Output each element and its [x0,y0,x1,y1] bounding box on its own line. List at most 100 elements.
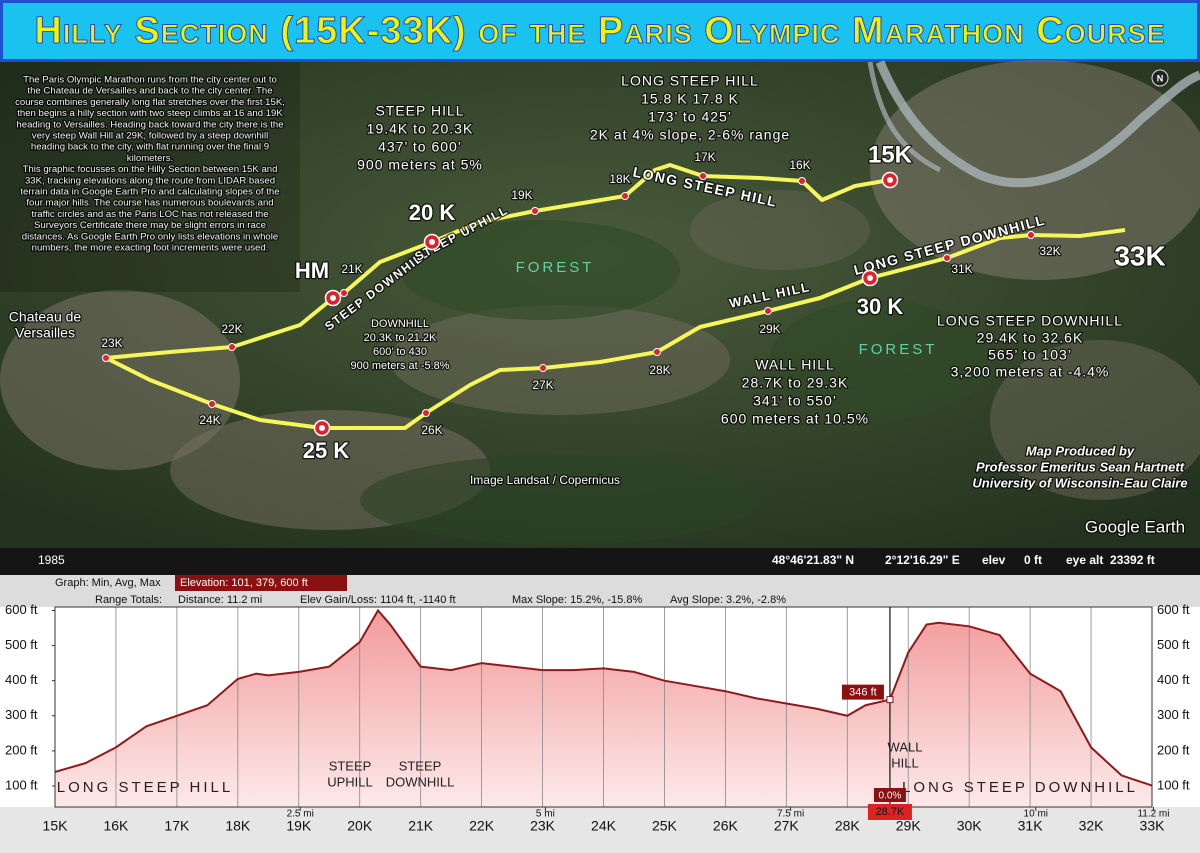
callout-text: STEEP HILL [375,103,464,119]
axis-band [0,807,1200,853]
elevation-chart: Graph: Min, Avg, Max Elevation: 101, 379,… [5,577,1190,834]
description-line: the Chateau de Versailles and back to th… [27,86,272,97]
y-tick-label-right: 300 ft [1157,707,1190,722]
chart-annotation: STEEP [399,758,442,773]
status-text: 48°46'21.83" N [772,553,854,567]
y-tick-label: 300 ft [5,707,38,722]
status-text: 2°12'16.29" E [885,553,960,567]
callout-text: 3,200 meters at -4.4% [951,364,1110,380]
river [875,60,1200,188]
description-line: traffic circles and as the Paris LOC has… [31,209,268,220]
forest-area [360,455,760,545]
y-tick-label-right: 600 ft [1157,602,1190,617]
callout-text: DOWNHILL [371,318,429,330]
y-tick-label: 500 ft [5,637,38,652]
km-dot [699,172,707,180]
place-label: Chateau de [9,309,82,325]
mi-tick-label: 5 mi [536,809,555,820]
header-text: Distance: 11.2 mi [178,594,262,606]
km-label: 31K [951,262,972,276]
chart-annotation: LONG STEEP HILL [57,779,233,796]
km-label: 17K [694,150,715,164]
header-elevation: Elevation: 101, 379, 600 ft [180,577,308,589]
major-label: HM [295,258,329,283]
imagery-credit: Image Landsat / Copernicus [470,473,620,487]
chart-annotation: HILL [891,755,918,770]
forest-label: FOREST [859,341,938,358]
callout-text: 900 meters at -5.8% [350,360,449,372]
urban-area [690,190,870,270]
callout-text: 29.4K to 32.6K [977,330,1084,346]
y-tick-label: 600 ft [5,602,38,617]
urban-area [870,60,1200,280]
x-tick-label: 24K [591,818,617,834]
description-line: heading back to the city, with flat runn… [31,142,269,153]
km-label: 27K [532,378,553,392]
y-tick-label-right: 400 ft [1157,672,1190,687]
description-line: The Paris Olympic Marathon runs from the… [23,75,277,86]
forest-area [400,220,680,320]
map-credit: University of Wisconsin-Eau Claire [972,475,1187,490]
y-tick-label: 200 ft [5,742,38,757]
cursor-x: 28.7K [876,806,905,818]
cursor-slope: 0.0% [879,791,902,802]
km-dot [1027,231,1035,239]
logo: Google Earth [1085,517,1185,536]
cursor-x-box [867,804,912,820]
header-text: Avg Slope: 3.2%, -2.8% [670,594,786,606]
km-label: 23K [101,336,122,350]
plot-frame [54,606,1153,808]
km-dot [943,254,951,262]
major-dot-center [867,275,873,281]
callout-text: 900 meters at 5% [357,157,483,173]
callout-text: 28.7K to 29.3K [742,375,849,391]
km-label: 24K [199,413,220,427]
km-label: 16K [789,158,810,172]
description-line: Surveyors Certificate there may be sligh… [34,220,266,231]
mi-tick-label: 7.5 mi [777,809,804,820]
title-border [0,0,1200,62]
km-label: 19K [511,188,532,202]
urban-area [390,305,730,415]
callout-text: 437’ to 600’ [378,139,462,155]
description-line: distances. As Google Earth Pro only list… [22,231,279,242]
chart-annotation: WALL [888,739,923,754]
callout-text: 341’ to 550’ [753,393,837,409]
urban-area [0,290,240,470]
km-dot [653,348,661,356]
callout-text: 600 meters at 10.5% [721,411,869,427]
x-tick-label: 18K [225,818,251,834]
km-label: 18K [609,172,630,186]
x-tick-label: 15K [43,818,69,834]
km-dot [531,207,539,215]
y-tick-label-right: 200 ft [1157,742,1190,757]
description-line: numbers, the more exacting foot incremen… [32,243,269,254]
major-dot-center [330,295,336,301]
chart-annotation: LONG STEEP DOWNHILL [902,779,1138,796]
title-banner [0,0,1200,62]
x-tick-label: 29K [896,818,922,834]
y-tick-label: 100 ft [5,777,38,792]
description-line: kilometers. [127,153,173,164]
major-dot-center [887,177,893,183]
callout-text: 19.4K to 20.3K [367,121,474,137]
cursor-slope-box [873,788,906,802]
callout-text: 20.3K to 21.2K [364,332,437,344]
km-label: 29K [759,322,780,336]
description-line: four major hills. The course has numerou… [26,198,273,209]
y-tick-label-right: 500 ft [1157,637,1190,652]
x-tick-label: 33K [1140,818,1166,834]
callout-text: 565’ to 103’ [988,347,1072,363]
x-tick-label: 25K [652,818,678,834]
callout-text: 15.8 K 17.8 K [641,91,739,107]
callout-text: 2K at 4% slope, 2-6% range [590,127,790,143]
km-label: 21K [341,262,362,276]
major-label: 15K [868,141,913,168]
x-tick-label: 16K [103,818,129,834]
chart-annotation: UPHILL [327,774,373,789]
km-dot [102,354,110,362]
description-line: 33K, tracking elevations along the route… [25,175,275,186]
km-label: 28K [649,363,670,377]
km-dot [340,289,348,297]
